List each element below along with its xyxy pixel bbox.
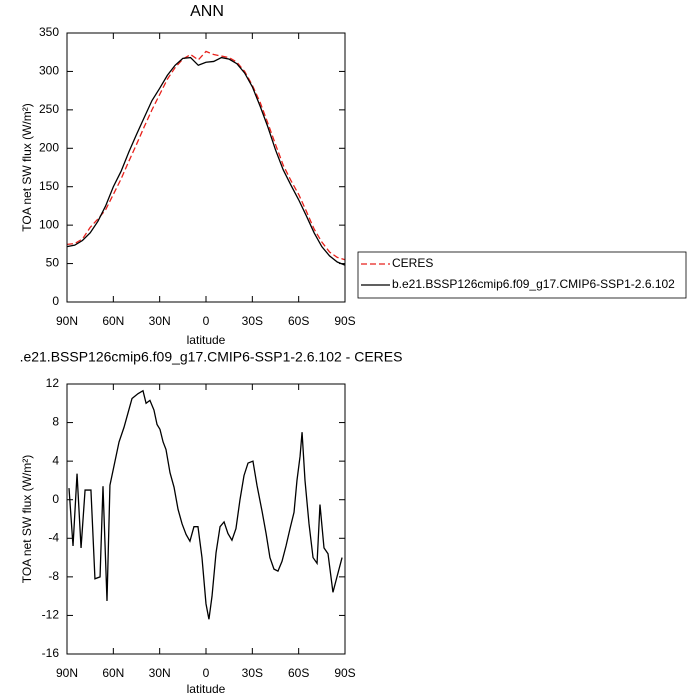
- x-tick-label: 30S: [242, 666, 263, 680]
- legend-label: CERES: [392, 256, 433, 270]
- x-axis-label: latitude: [187, 682, 226, 696]
- x-axis-label: latitude: [187, 333, 226, 347]
- y-tick-label: 0: [52, 492, 59, 506]
- y-tick-label: 300: [39, 64, 59, 78]
- plot-frame: [66, 32, 346, 303]
- y-tick-label: 50: [46, 256, 60, 270]
- y-tick-label: 200: [39, 140, 59, 154]
- plot-frame: [66, 383, 346, 655]
- x-tick-label: 90N: [56, 314, 78, 328]
- x-tick-label: 30S: [242, 314, 263, 328]
- y-tick-label: 4: [52, 453, 59, 467]
- data-line: [66, 50, 346, 261]
- x-tick-label: 90N: [56, 666, 78, 680]
- y-tick-label: -8: [48, 569, 59, 583]
- y-tick-label: 350: [39, 25, 59, 39]
- y-tick-label: 250: [39, 102, 59, 116]
- legend-label: b.e21.BSSP126cmip6.f09_g17.CMIP6-SSP1-2.…: [392, 277, 675, 291]
- x-tick-label: 0: [203, 666, 210, 680]
- y-tick-label: -4: [48, 530, 59, 544]
- x-tick-label: 30N: [149, 666, 171, 680]
- y-tick-label: 8: [52, 415, 59, 429]
- x-tick-label: 60N: [102, 314, 124, 328]
- chart-title: ANN: [190, 3, 224, 20]
- x-tick-label: 60N: [102, 666, 124, 680]
- plot-area: [68, 389, 343, 620]
- y-tick-label: 0: [52, 294, 59, 308]
- data-line: [66, 56, 346, 266]
- data-line: [68, 389, 343, 620]
- y-tick-label: 12: [46, 376, 60, 390]
- x-tick-label: 0: [203, 314, 210, 328]
- y-tick-label: -16: [42, 646, 60, 660]
- x-tick-label: 30N: [149, 314, 171, 328]
- x-tick-label: 90S: [334, 666, 355, 680]
- y-axis-label: TOA net SW flux (W/m²): [20, 455, 34, 583]
- chart-title: .e21.BSSP126cmip6.f09_g17.CMIP6-SSP1-2.6…: [20, 349, 403, 365]
- y-tick-label: -12: [42, 608, 60, 622]
- plot-area: [66, 50, 346, 266]
- x-tick-label: 60S: [288, 666, 309, 680]
- y-tick-label: 150: [39, 179, 59, 193]
- legend-box: [357, 251, 687, 299]
- y-axis-label: TOA net SW flux (W/m²): [20, 103, 34, 231]
- y-tick-label: 100: [39, 217, 59, 231]
- x-tick-label: 60S: [288, 314, 309, 328]
- x-tick-label: 90S: [334, 314, 355, 328]
